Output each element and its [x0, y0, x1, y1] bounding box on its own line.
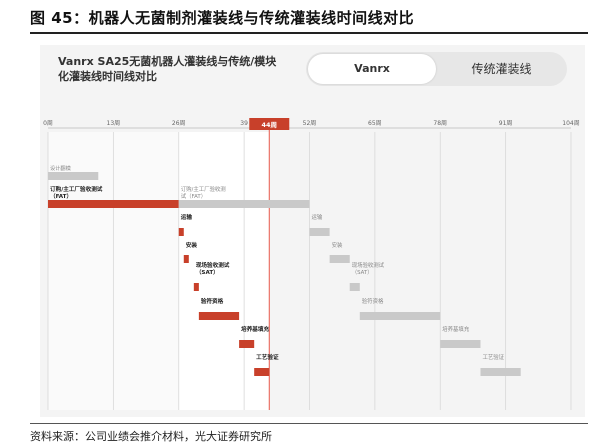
x-tick-label-5: 65周 — [368, 120, 382, 127]
vanrx-label-3: 安装 — [186, 241, 198, 249]
traditional-label-6: 工艺验证 — [482, 353, 504, 361]
figure-title: 图 45：机器人无菌制剂灌装线与传统灌装线时间线对比 — [30, 9, 415, 27]
traditional-label-1: 运输 — [312, 213, 323, 221]
vanrx-label-7: 工艺验证 — [256, 353, 279, 361]
x-tick-label-6: 78周 — [433, 120, 447, 127]
vanrx-bar-2 — [178, 228, 184, 236]
toggle-option-vanrx[interactable]: Vanrx — [308, 54, 436, 84]
vanrx-label-5: 验符资格 — [201, 297, 224, 305]
x-tick-label-0: 0周 — [43, 120, 53, 127]
marker-badge — [249, 118, 290, 130]
source-note: 资料来源：公司业绩会推介材料，光大证券研究所 — [30, 430, 272, 443]
toggle-option-traditional[interactable]: 传统灌装线 — [471, 62, 532, 76]
vanrx-bar-4 — [193, 283, 199, 291]
x-tick-label-4: 52周 — [303, 120, 317, 127]
traditional-label-3: 现场验收测试（SAT） — [352, 261, 385, 276]
vanrx-bar-1 — [48, 200, 179, 208]
vanrx-label-0: 设计翻模 — [50, 164, 71, 172]
x-tick-label-8: 104周 — [562, 120, 579, 127]
chart-title: Vanrx SA25无菌机器人灌装线与传统/模块化灌装线时间线对比 — [58, 55, 277, 83]
traditional-label-2: 安装 — [332, 241, 343, 249]
vanrx-label-6: 培养基填充 — [241, 325, 269, 333]
vanrx-label-1: 订购/主工厂验收测试（FAT） — [50, 185, 103, 200]
series-toggle: Vanrx 传统灌装线 — [306, 52, 567, 86]
vanrx-bar-3 — [183, 255, 189, 263]
vanrx-bar-5 — [198, 312, 240, 320]
traditional-bar-2 — [329, 255, 350, 263]
vanrx-label-4: 现场验收测试（SAT） — [196, 261, 230, 276]
marker-label: 44周 — [261, 120, 277, 129]
vanrx-label-2: 运输 — [181, 213, 193, 221]
traditional-bar-4 — [359, 312, 441, 320]
traditional-bar-6 — [480, 368, 521, 376]
x-tick-label-3: 39 — [240, 120, 248, 127]
traditional-bar-3 — [349, 283, 360, 291]
x-tick-label-2: 26周 — [172, 120, 186, 127]
vanrx-bar-7 — [254, 368, 270, 376]
traditional-label-0: 订购/主工厂验收测试（FAT） — [181, 185, 226, 200]
traditional-label-5: 培养基填充 — [442, 325, 470, 333]
title-rule — [30, 32, 588, 34]
source-rule — [30, 423, 588, 424]
traditional-label-4: 验符资格 — [362, 297, 384, 305]
traditional-bar-0 — [178, 200, 310, 208]
traditional-bar-1 — [309, 228, 330, 236]
vanrx-bar-6 — [239, 340, 255, 348]
x-tick-label-7: 91周 — [499, 120, 513, 127]
x-tick-label-1: 13周 — [107, 120, 121, 127]
traditional-bar-5 — [440, 340, 481, 348]
shaded-range — [178, 132, 270, 410]
vanrx-bar-0 — [48, 172, 99, 180]
